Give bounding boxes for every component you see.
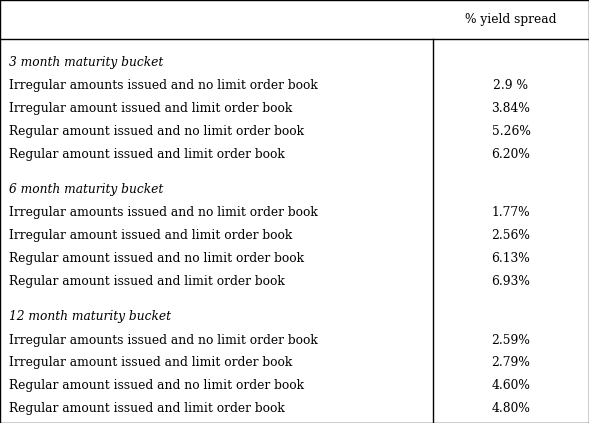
Text: Irregular amount issued and limit order book: Irregular amount issued and limit order … — [9, 102, 292, 115]
Text: 6.13%: 6.13% — [492, 252, 530, 265]
Text: 2.79%: 2.79% — [491, 357, 531, 369]
Text: 3 month maturity bucket: 3 month maturity bucket — [9, 55, 163, 69]
Text: Regular amount issued and no limit order book: Regular amount issued and no limit order… — [9, 252, 304, 265]
Text: 4.80%: 4.80% — [491, 402, 531, 415]
Text: Regular amount issued and limit order book: Regular amount issued and limit order bo… — [9, 275, 284, 288]
Text: % yield spread: % yield spread — [465, 13, 557, 26]
Text: 2.59%: 2.59% — [491, 333, 531, 346]
Text: 6.20%: 6.20% — [491, 148, 531, 161]
Text: Irregular amount issued and limit order book: Irregular amount issued and limit order … — [9, 357, 292, 369]
Text: Regular amount issued and no limit order book: Regular amount issued and no limit order… — [9, 379, 304, 392]
Text: 6 month maturity bucket: 6 month maturity bucket — [9, 183, 163, 196]
Text: Irregular amounts issued and no limit order book: Irregular amounts issued and no limit or… — [9, 80, 317, 92]
Text: Regular amount issued and limit order book: Regular amount issued and limit order bo… — [9, 148, 284, 161]
Text: 2.56%: 2.56% — [491, 229, 531, 242]
Text: 12 month maturity bucket: 12 month maturity bucket — [9, 310, 171, 323]
Text: 6.93%: 6.93% — [491, 275, 531, 288]
Text: 4.60%: 4.60% — [491, 379, 531, 392]
Text: 1.77%: 1.77% — [492, 206, 530, 220]
Text: Irregular amounts issued and no limit order book: Irregular amounts issued and no limit or… — [9, 333, 317, 346]
Text: 2.9 %: 2.9 % — [494, 80, 528, 92]
Text: 3.84%: 3.84% — [491, 102, 531, 115]
Text: Irregular amounts issued and no limit order book: Irregular amounts issued and no limit or… — [9, 206, 317, 220]
Text: Regular amount issued and limit order book: Regular amount issued and limit order bo… — [9, 402, 284, 415]
Text: Regular amount issued and no limit order book: Regular amount issued and no limit order… — [9, 125, 304, 138]
Text: 5.26%: 5.26% — [491, 125, 531, 138]
Text: Irregular amount issued and limit order book: Irregular amount issued and limit order … — [9, 229, 292, 242]
